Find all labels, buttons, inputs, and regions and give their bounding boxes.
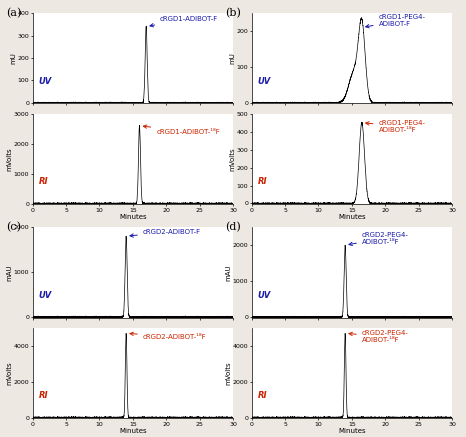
Text: UV: UV bbox=[258, 76, 271, 86]
Text: cRGD2-ADIBOT-¹⁸F: cRGD2-ADIBOT-¹⁸F bbox=[130, 332, 206, 340]
Text: cRGD2-PEG4-
ADIBOT-¹⁸F: cRGD2-PEG4- ADIBOT-¹⁸F bbox=[349, 232, 409, 246]
X-axis label: Minutes: Minutes bbox=[119, 428, 147, 434]
Text: (c): (c) bbox=[7, 222, 21, 232]
X-axis label: Minutes: Minutes bbox=[338, 428, 366, 434]
X-axis label: Minutes: Minutes bbox=[119, 214, 147, 220]
Text: UV: UV bbox=[39, 76, 52, 86]
Text: (d): (d) bbox=[226, 222, 241, 232]
Text: RI: RI bbox=[39, 177, 48, 186]
Text: UV: UV bbox=[258, 291, 271, 300]
Text: (b): (b) bbox=[226, 8, 241, 18]
Y-axis label: mVolts: mVolts bbox=[6, 361, 12, 385]
Text: UV: UV bbox=[39, 291, 52, 300]
Y-axis label: mVolts: mVolts bbox=[225, 361, 231, 385]
Text: cRGD2-ADIBOT-F: cRGD2-ADIBOT-F bbox=[130, 229, 201, 237]
Text: RI: RI bbox=[39, 392, 48, 400]
Text: cRGD2-PEG4-
ADIBOT-¹⁸F: cRGD2-PEG4- ADIBOT-¹⁸F bbox=[349, 330, 409, 343]
Y-axis label: mAU: mAU bbox=[225, 264, 231, 281]
Y-axis label: mU: mU bbox=[10, 52, 16, 64]
Text: cRGD1-PEG4-
ADIBOT-¹⁸F: cRGD1-PEG4- ADIBOT-¹⁸F bbox=[366, 120, 425, 133]
Text: cRGD1-ADIBOT-F: cRGD1-ADIBOT-F bbox=[150, 16, 218, 27]
Y-axis label: mVolts: mVolts bbox=[6, 147, 12, 171]
Y-axis label: mU: mU bbox=[229, 52, 235, 64]
Text: RI: RI bbox=[258, 177, 267, 186]
Text: (a): (a) bbox=[7, 8, 22, 18]
X-axis label: Minutes: Minutes bbox=[338, 214, 366, 220]
Text: RI: RI bbox=[258, 392, 267, 400]
Y-axis label: mVolts: mVolts bbox=[229, 147, 235, 171]
Text: cRGD1-PEG4-
ADIBOT-F: cRGD1-PEG4- ADIBOT-F bbox=[366, 14, 425, 28]
Text: cRGD1-ADIBOT-¹⁸F: cRGD1-ADIBOT-¹⁸F bbox=[144, 125, 220, 135]
Y-axis label: mAU: mAU bbox=[6, 264, 12, 281]
